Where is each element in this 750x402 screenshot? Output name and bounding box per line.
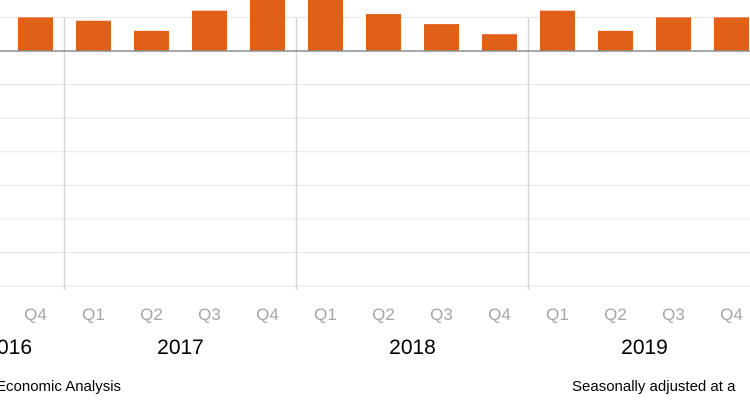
quarter-tick-label: Q4 <box>256 305 279 324</box>
quarter-tick-label: Q1 <box>82 305 105 324</box>
quarter-tick-labels: Q4 Q1 Q2 Q3 Q4 Q1 Q2 Q3 Q4 Q1 Q2 Q3 Q4 <box>24 305 743 324</box>
quarter-tick-label: Q2 <box>140 305 163 324</box>
quarter-tick-label: Q4 <box>24 305 47 324</box>
bar <box>308 0 343 51</box>
bar <box>134 30 169 51</box>
bar <box>366 14 401 51</box>
bar <box>598 30 633 51</box>
bar <box>76 20 111 51</box>
bar <box>250 0 285 51</box>
quarter-tick-label: Q2 <box>372 305 395 324</box>
bar <box>656 17 691 51</box>
adjustment-note: Seasonally adjusted at a <box>572 378 736 395</box>
bar <box>192 10 227 51</box>
year-separators <box>63 18 530 290</box>
quarter-tick-label: Q3 <box>430 305 453 324</box>
source-note: Economic Analysis <box>0 378 121 395</box>
year-labels: 016 2017 2018 2019 <box>0 336 668 359</box>
quarter-tick-label: Q4 <box>720 305 743 324</box>
year-label: 016 <box>0 336 32 359</box>
quarter-tick-label: Q1 <box>546 305 569 324</box>
bar <box>714 17 749 51</box>
bars <box>18 0 749 51</box>
bar <box>18 17 53 51</box>
year-label: 2019 <box>621 336 668 359</box>
quarter-tick-label: Q3 <box>198 305 221 324</box>
bar <box>540 10 575 51</box>
year-label: 2017 <box>157 336 204 359</box>
quarter-tick-label: Q4 <box>488 305 511 324</box>
year-label: 2018 <box>389 336 436 359</box>
bar <box>482 34 517 51</box>
quarter-tick-label: Q2 <box>604 305 627 324</box>
quarter-tick-label: Q3 <box>662 305 685 324</box>
bar <box>424 24 459 51</box>
quarter-tick-label: Q1 <box>314 305 337 324</box>
gridlines <box>0 16 750 287</box>
